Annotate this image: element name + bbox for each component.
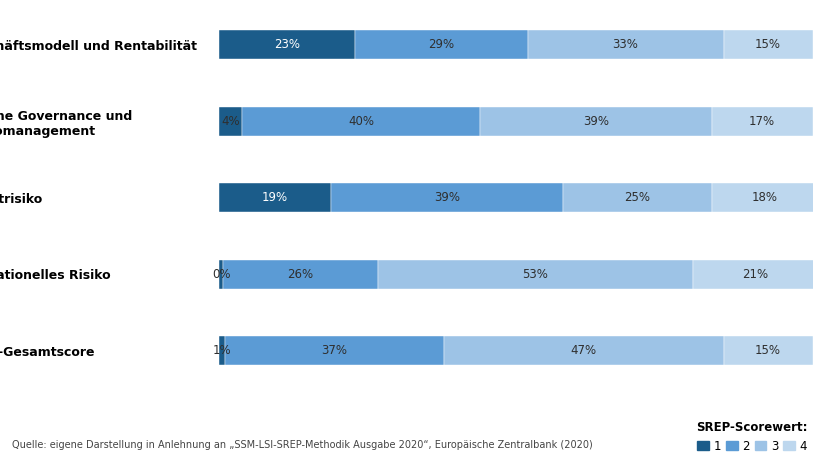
Bar xyxy=(219,336,224,365)
Bar xyxy=(243,107,480,136)
Text: 4%: 4% xyxy=(221,115,240,128)
Text: 33%: 33% xyxy=(613,38,639,51)
Text: 18%: 18% xyxy=(752,192,778,204)
Bar xyxy=(224,260,378,289)
Text: 39%: 39% xyxy=(582,115,609,128)
Bar xyxy=(219,30,356,60)
Text: 15%: 15% xyxy=(755,344,781,358)
Bar xyxy=(356,30,527,60)
Text: Quelle: eigene Darstellung in Anlehnung an „SSM-LSI-SREP-Methodik Ausgabe 2020“,: Quelle: eigene Darstellung in Anlehnung … xyxy=(12,440,593,450)
Text: 0%: 0% xyxy=(212,268,230,281)
Bar xyxy=(712,107,813,136)
Text: 1%: 1% xyxy=(212,344,231,358)
Text: 21%: 21% xyxy=(742,268,768,281)
Bar xyxy=(219,107,243,136)
Bar xyxy=(712,183,818,212)
Text: 37%: 37% xyxy=(322,344,347,358)
Text: 40%: 40% xyxy=(348,115,375,128)
Text: 19%: 19% xyxy=(262,192,288,204)
Legend: 1, 2, 3, 4: 1, 2, 3, 4 xyxy=(691,416,813,455)
Bar xyxy=(445,336,724,365)
Text: 17%: 17% xyxy=(749,115,776,128)
Text: 15%: 15% xyxy=(755,38,781,51)
Bar xyxy=(563,183,712,212)
Bar xyxy=(724,30,813,60)
Bar xyxy=(219,183,332,212)
Bar xyxy=(332,183,563,212)
Text: 25%: 25% xyxy=(625,192,650,204)
Bar xyxy=(219,260,224,289)
Bar xyxy=(378,260,693,289)
Text: 39%: 39% xyxy=(434,192,460,204)
Bar xyxy=(480,107,712,136)
Bar xyxy=(724,336,813,365)
Text: 26%: 26% xyxy=(288,268,314,281)
Bar xyxy=(693,260,818,289)
Text: 29%: 29% xyxy=(428,38,455,51)
Bar xyxy=(527,30,724,60)
Text: 53%: 53% xyxy=(522,268,548,281)
Text: 47%: 47% xyxy=(571,344,597,358)
Text: 23%: 23% xyxy=(274,38,300,51)
Bar xyxy=(224,336,445,365)
